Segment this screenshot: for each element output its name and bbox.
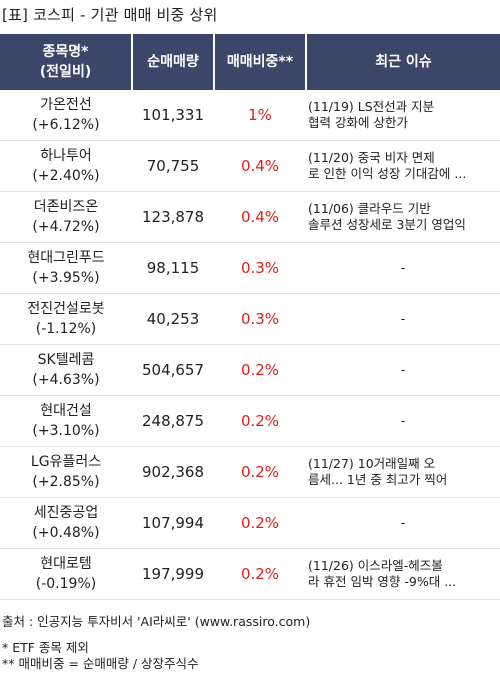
header-name: 종목명* (전일비) bbox=[0, 34, 133, 90]
stock-change: (+6.12%) bbox=[32, 117, 100, 133]
stock-name: SK텔레콤 bbox=[37, 352, 95, 368]
trade-ratio: 0.3% bbox=[214, 242, 306, 294]
issue-line-1: - bbox=[400, 362, 406, 377]
net-volume: 107,994 bbox=[132, 497, 214, 549]
trade-ratio: 0.4% bbox=[214, 191, 306, 243]
table-row: 세진중공업 (+0.48%) 107,994 0.2% - bbox=[0, 497, 500, 549]
issue-line-1: - bbox=[400, 260, 406, 275]
net-volume: 504,657 bbox=[132, 344, 214, 396]
trade-ratio: 0.4% bbox=[214, 140, 306, 192]
header-ratio: 매매비중** bbox=[214, 34, 307, 90]
recent-issue: (11/26) 이스라엘-헤즈볼 라 휴전 임박 영향 -9%대 ... bbox=[306, 548, 500, 600]
stock-cell: 전진건설로봇 (-1.12%) bbox=[0, 293, 132, 345]
header-name-line2: (전일비) bbox=[39, 64, 92, 80]
recent-issue: (11/20) 중국 비자 면제 로 인한 이익 성장 기대감에 ... bbox=[306, 140, 500, 192]
stock-name: 전진건설로봇 bbox=[27, 301, 105, 317]
issue-line-2: 솔루션 성장세로 3분기 영업익 bbox=[308, 217, 466, 232]
stock-change: (+4.63%) bbox=[32, 372, 100, 388]
issue-line-1: (11/19) LS전선과 지분 bbox=[308, 99, 435, 114]
table-row: 현대로템 (-0.19%) 197,999 0.2% (11/26) 이스라엘-헤즈볼 라… bbox=[0, 548, 500, 600]
issue-line-1: (11/20) 중국 비자 면제 bbox=[308, 150, 435, 165]
trade-ratio: 0.2% bbox=[214, 548, 306, 600]
table-row: 전진건설로봇 (-1.12%) 40,253 0.3% - bbox=[0, 293, 500, 345]
issue-line-2: 로 인한 이익 성장 기대감에 ... bbox=[308, 166, 467, 181]
ranking-table: 종목명* (전일비) 순매매량 매매비중** 최근 이슈 가온전선 (+6.12%… bbox=[0, 34, 500, 600]
stock-name: 현대그린푸드 bbox=[27, 250, 105, 266]
net-volume: 902,368 bbox=[132, 446, 214, 498]
stock-name: 현대로템 bbox=[40, 556, 92, 572]
recent-issue: - bbox=[306, 344, 500, 396]
trade-ratio: 0.2% bbox=[214, 344, 306, 396]
table-row: 더존비즈온 (+4.72%) 123,878 0.4% (11/06) 클라우드 기반 솔… bbox=[0, 191, 500, 243]
recent-issue: (11/06) 클라우드 기반 솔루션 성장세로 3분기 영업익 bbox=[306, 191, 500, 243]
header-row: 종목명* (전일비) 순매매량 매매비중** 최근 이슈 bbox=[0, 34, 500, 90]
stock-change: (+0.48%) bbox=[32, 525, 100, 541]
net-volume: 101,331 bbox=[141, 106, 205, 124]
stock-name: 가온전선 bbox=[40, 97, 92, 113]
issue-line-2: 름세... 1년 중 최고가 찍어 bbox=[308, 472, 448, 487]
stock-cell: 세진중공업 (+0.48%) bbox=[0, 497, 132, 549]
ratio-note: ** 매매비중 = 순매매량 / 상장주식수 bbox=[2, 656, 199, 671]
net-volume: 123,878 bbox=[132, 191, 214, 243]
stock-change: (+3.10%) bbox=[32, 423, 100, 439]
recent-issue: (11/27) 10거래일째 오 름세... 1년 중 최고가 찍어 bbox=[306, 446, 500, 498]
table-row: LG유플러스 (+2.85%) 902,368 0.2% (11/27) 10거래일째 … bbox=[0, 446, 500, 498]
table-body: 가온전선 (+6.12%) 101,331 1% (11/19) LS전선과 지분 협력 … bbox=[0, 90, 500, 600]
stock-change: (-0.19%) bbox=[35, 576, 97, 592]
stock-change: (+4.72%) bbox=[32, 219, 100, 235]
table-row: SK텔레콤 (+4.63%) 504,657 0.2% - bbox=[0, 344, 500, 396]
stock-name: 세진중공업 bbox=[33, 505, 99, 521]
source-note: 출처 : 인공지능 투자비서 'AI라씨로' (www.rassiro.com) bbox=[2, 614, 311, 629]
trade-ratio: 0.2% bbox=[214, 395, 306, 447]
stock-change: (+2.40%) bbox=[32, 168, 100, 184]
stock-change: (+3.95%) bbox=[32, 270, 100, 286]
net-volume: 98,115 bbox=[132, 242, 214, 294]
stock-cell: 현대그린푸드 (+3.95%) bbox=[0, 242, 132, 294]
table-row: 가온전선 (+6.12%) 101,331 1% (11/19) LS전선과 지분 협력 … bbox=[0, 90, 500, 141]
table-row: 현대그린푸드 (+3.95%) 98,115 0.3% - bbox=[0, 242, 500, 294]
net-volume: 70,755 bbox=[132, 140, 214, 192]
stock-cell: SK텔레콤 (+4.63%) bbox=[0, 344, 132, 396]
trade-ratio: 0.2% bbox=[214, 497, 306, 549]
issue-line-1: (11/26) 이스라엘-헤즈볼 bbox=[308, 558, 443, 573]
stock-name: 현대건설 bbox=[40, 403, 92, 419]
header-name-line1: 종목명* bbox=[42, 44, 89, 60]
stock-change: (+2.85%) bbox=[32, 474, 100, 490]
net-volume: 40,253 bbox=[132, 293, 214, 345]
header-issue: 최근 이슈 bbox=[306, 34, 500, 90]
issue-line-1: (11/27) 10거래일째 오 bbox=[308, 456, 436, 471]
table-row: 하나투어 (+2.40%) 70,755 0.4% (11/20) 중국 비자 면제 로 … bbox=[0, 140, 500, 192]
stock-cell: 가온전선 (+6.12%) bbox=[0, 90, 132, 141]
trade-ratio: 1% bbox=[248, 106, 272, 124]
stock-cell: 더존비즈온 (+4.72%) bbox=[0, 191, 132, 243]
stock-cell: LG유플러스 (+2.85%) bbox=[0, 446, 132, 498]
recent-issue: - bbox=[306, 293, 500, 345]
recent-issue: - bbox=[306, 395, 500, 447]
issue-line-1: - bbox=[400, 515, 406, 530]
issue-line-1: (11/06) 클라우드 기반 bbox=[308, 201, 431, 216]
trade-ratio: 0.3% bbox=[214, 293, 306, 345]
issue-line-2: 협력 강화에 상한가 bbox=[308, 115, 408, 130]
recent-issue: (11/19) LS전선과 지분 협력 강화에 상한가 bbox=[306, 90, 500, 141]
table-row: 현대건설 (+3.10%) 248,875 0.2% - bbox=[0, 395, 500, 447]
stock-cell: 현대로템 (-0.19%) bbox=[0, 548, 132, 600]
issue-line-1: - bbox=[400, 311, 406, 326]
page-title: [표] 코스피 - 기관 매매 비중 상위 bbox=[2, 6, 218, 24]
stock-cell: 현대건설 (+3.10%) bbox=[0, 395, 132, 447]
net-volume: 197,999 bbox=[132, 548, 214, 600]
etf-note: * ETF 종목 제외 bbox=[2, 640, 89, 655]
stock-name: 하나투어 bbox=[40, 148, 92, 164]
issue-line-2: 라 휴전 임박 영향 -9%대 ... bbox=[308, 574, 457, 589]
stock-name: LG유플러스 bbox=[30, 454, 102, 470]
trade-ratio: 0.2% bbox=[214, 446, 306, 498]
stock-cell: 하나투어 (+2.40%) bbox=[0, 140, 132, 192]
recent-issue: - bbox=[306, 242, 500, 294]
stock-change: (-1.12%) bbox=[35, 321, 97, 337]
net-volume: 248,875 bbox=[132, 395, 214, 447]
stock-name: 더존비즈온 bbox=[33, 199, 99, 215]
issue-line-1: - bbox=[400, 413, 406, 428]
recent-issue: - bbox=[306, 497, 500, 549]
header-volume: 순매매량 bbox=[132, 34, 215, 90]
